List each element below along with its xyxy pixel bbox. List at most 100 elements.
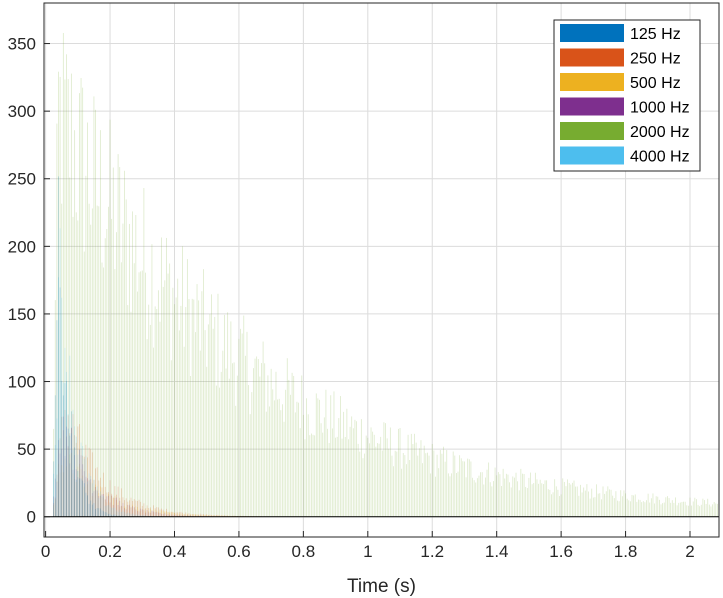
bar [58,440,59,517]
bar [54,300,56,517]
bar [349,426,351,517]
bar [180,305,182,517]
bar [116,497,117,517]
bar [259,376,261,517]
bar [159,513,161,517]
bar [138,511,140,517]
bar [109,513,111,517]
y-tick-label: 100 [8,373,36,392]
bar [182,246,183,517]
bar [137,500,138,517]
bar [130,497,132,517]
bar [610,489,612,517]
bar [69,177,71,517]
bar [607,486,609,517]
bar [341,438,343,517]
bar [128,223,130,517]
x-tick-label: 0.8 [292,542,316,561]
bar [389,427,391,517]
bar [444,461,446,517]
bar [544,480,546,517]
bar [67,428,69,517]
y-tick-label: 0 [27,508,36,527]
bar [145,515,146,517]
bar [109,502,111,517]
bar [354,419,356,517]
bar [507,474,509,517]
bar [526,488,528,517]
bar [77,220,79,517]
bar [143,515,145,517]
bar [109,119,111,517]
bar [104,499,106,517]
bar [72,409,74,517]
bar [91,452,93,517]
bar [83,458,85,517]
bar [670,502,672,517]
bar [125,498,127,517]
bar [117,511,119,517]
bar [104,512,106,517]
bar [153,347,154,517]
bar [224,515,225,517]
bar [62,430,64,517]
bar [302,414,304,517]
bar [626,498,628,517]
bar [415,442,417,517]
bar [132,500,134,517]
bar [430,473,432,517]
bar [356,421,357,517]
bar [280,410,282,517]
bar [98,206,100,517]
bar [377,443,378,517]
bar [209,515,211,517]
bar [80,468,82,517]
bar [90,479,92,517]
bar [634,494,636,517]
bar [72,473,74,517]
bar [167,514,169,517]
bar [567,479,568,517]
bar [441,453,443,517]
bar [82,475,84,517]
bar [217,515,219,517]
bar [551,494,552,517]
bar [654,503,655,517]
bar [159,512,161,517]
bar [222,515,224,517]
bar [215,514,217,517]
bar [642,501,644,517]
bar [185,514,187,517]
bar [504,478,506,517]
bar [125,507,127,517]
bar [203,514,204,517]
bar [140,271,142,517]
bar [219,387,220,517]
bar [580,484,581,517]
bar [56,123,58,517]
bar [502,468,504,517]
bar [378,443,380,517]
bar [559,496,560,517]
y-tick-label: 200 [8,237,36,256]
bar [83,486,85,517]
bar [211,294,212,517]
bar [209,514,211,517]
bar [109,502,111,517]
bar [67,415,69,517]
bar [470,461,472,517]
bar [53,504,55,517]
bar [684,501,686,517]
bar [146,510,148,517]
bar [512,476,514,517]
bar [410,433,412,517]
x-tick-label: 0.4 [163,542,187,561]
bar [128,506,130,517]
legend-label: 2000 Hz [630,124,690,141]
bar [125,513,127,517]
bar [190,514,191,517]
bar [108,504,109,517]
bar [112,504,114,517]
bar [660,504,662,517]
bar [54,499,56,517]
